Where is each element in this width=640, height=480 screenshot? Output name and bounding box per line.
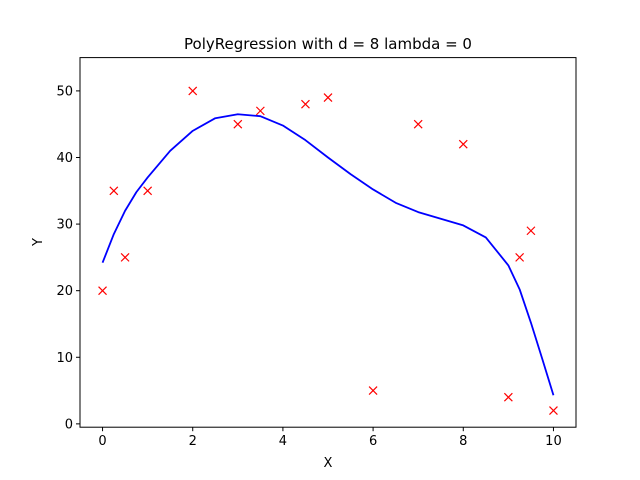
data-point-marker (323, 93, 333, 102)
marker-stroke (368, 386, 378, 395)
marker-stroke (323, 93, 333, 102)
marker-stroke (503, 392, 513, 402)
data-point-marker (188, 86, 198, 96)
marker-stroke (233, 119, 243, 129)
y-tick-label: 40 (56, 151, 73, 166)
marker-stroke (458, 139, 468, 149)
data-point-marker (233, 119, 243, 129)
x-tick-label: 0 (98, 434, 106, 449)
y-tick-label: 0 (65, 417, 73, 432)
chart-title: PolyRegression with d = 8 lambda = 0 (184, 35, 472, 53)
plot-area (98, 86, 558, 415)
data-point-marker (458, 139, 468, 149)
x-tick-label: 4 (279, 434, 287, 449)
y-tick-label: 30 (56, 218, 73, 233)
marker-stroke (98, 286, 107, 296)
marker-stroke (188, 86, 198, 96)
marker-stroke (255, 106, 265, 116)
data-point-marker (109, 186, 119, 196)
y-tick-label: 10 (56, 351, 73, 366)
data-point-marker (255, 106, 265, 116)
marker-stroke (549, 406, 558, 415)
data-point-marker (515, 252, 525, 262)
axis-ticks: 0 2 4 6 8 10 0 10 20 30 40 50 (56, 84, 561, 449)
marker-stroke (526, 226, 536, 236)
data-point-marker (526, 226, 536, 236)
x-tick-label: 10 (545, 434, 562, 449)
marker-stroke (109, 186, 119, 196)
marker-stroke (301, 99, 310, 109)
x-tick-label: 8 (459, 434, 467, 449)
x-tick-label: 6 (369, 434, 377, 449)
data-point-marker (143, 186, 153, 196)
data-point-marker (98, 286, 107, 296)
x-tick-label: 2 (189, 434, 197, 449)
fit-curve-line (101, 113, 555, 396)
data-point-marker (301, 99, 310, 109)
data-point-marker (120, 252, 130, 262)
marker-stroke (120, 252, 130, 262)
data-point-marker (503, 392, 513, 402)
y-axis-label: Y (31, 238, 46, 247)
axes-frame (79, 57, 577, 428)
data-point-marker (549, 406, 558, 415)
marker-stroke (143, 186, 153, 196)
data-point-marker (413, 119, 423, 129)
marker-stroke (413, 119, 423, 129)
y-tick-label: 50 (56, 84, 73, 99)
data-point-marker (368, 386, 378, 395)
y-tick-label: 20 (56, 284, 73, 299)
x-axis-label: X (324, 456, 333, 471)
marker-stroke (515, 252, 525, 262)
